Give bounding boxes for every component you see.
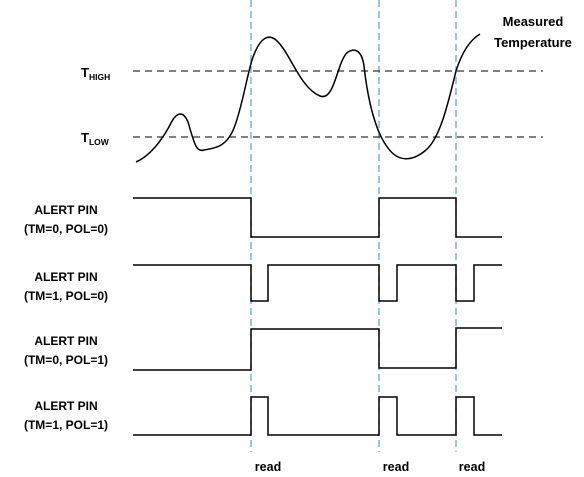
alert-pin-labels: ALERT PIN (TM=0, POL=0) ALERT PIN (TM=1,… [24, 203, 108, 432]
t-low-label: TLOW [81, 130, 110, 147]
alert-pin-4-line2: (TM=1, POL=1) [24, 418, 108, 432]
read-label-2: read [383, 460, 409, 474]
waveform-tm1-pol0 [133, 264, 502, 302]
read-label-3: read [459, 460, 485, 474]
measured-temperature-curve [135, 33, 481, 163]
waveform-tm0-pol1 [133, 327, 502, 371]
alert-pin-1-line2: (TM=0, POL=0) [24, 222, 108, 236]
waveform-tm1-pol1 [133, 396, 502, 436]
alert-pin-1-line1: ALERT PIN [34, 203, 97, 217]
read-lines [250, 0, 457, 452]
alert-pin-2-line2: (TM=1, POL=0) [24, 289, 108, 303]
measured-label-line2: Temperature [494, 35, 572, 50]
waveform-tm0-pol0 [133, 197, 502, 238]
alert-waveforms [133, 197, 502, 436]
t-high-label: THIGH [81, 65, 110, 82]
alert-pin-4-line1: ALERT PIN [34, 399, 97, 413]
alert-pin-3-line2: (TM=0, POL=1) [24, 353, 108, 367]
read-label-1: read [255, 460, 281, 474]
alert-pin-3-line1: ALERT PIN [34, 334, 97, 348]
read-labels: read read read [255, 460, 485, 474]
alert-pin-2-line1: ALERT PIN [34, 270, 97, 284]
measured-label-line1: Measured [503, 14, 564, 29]
